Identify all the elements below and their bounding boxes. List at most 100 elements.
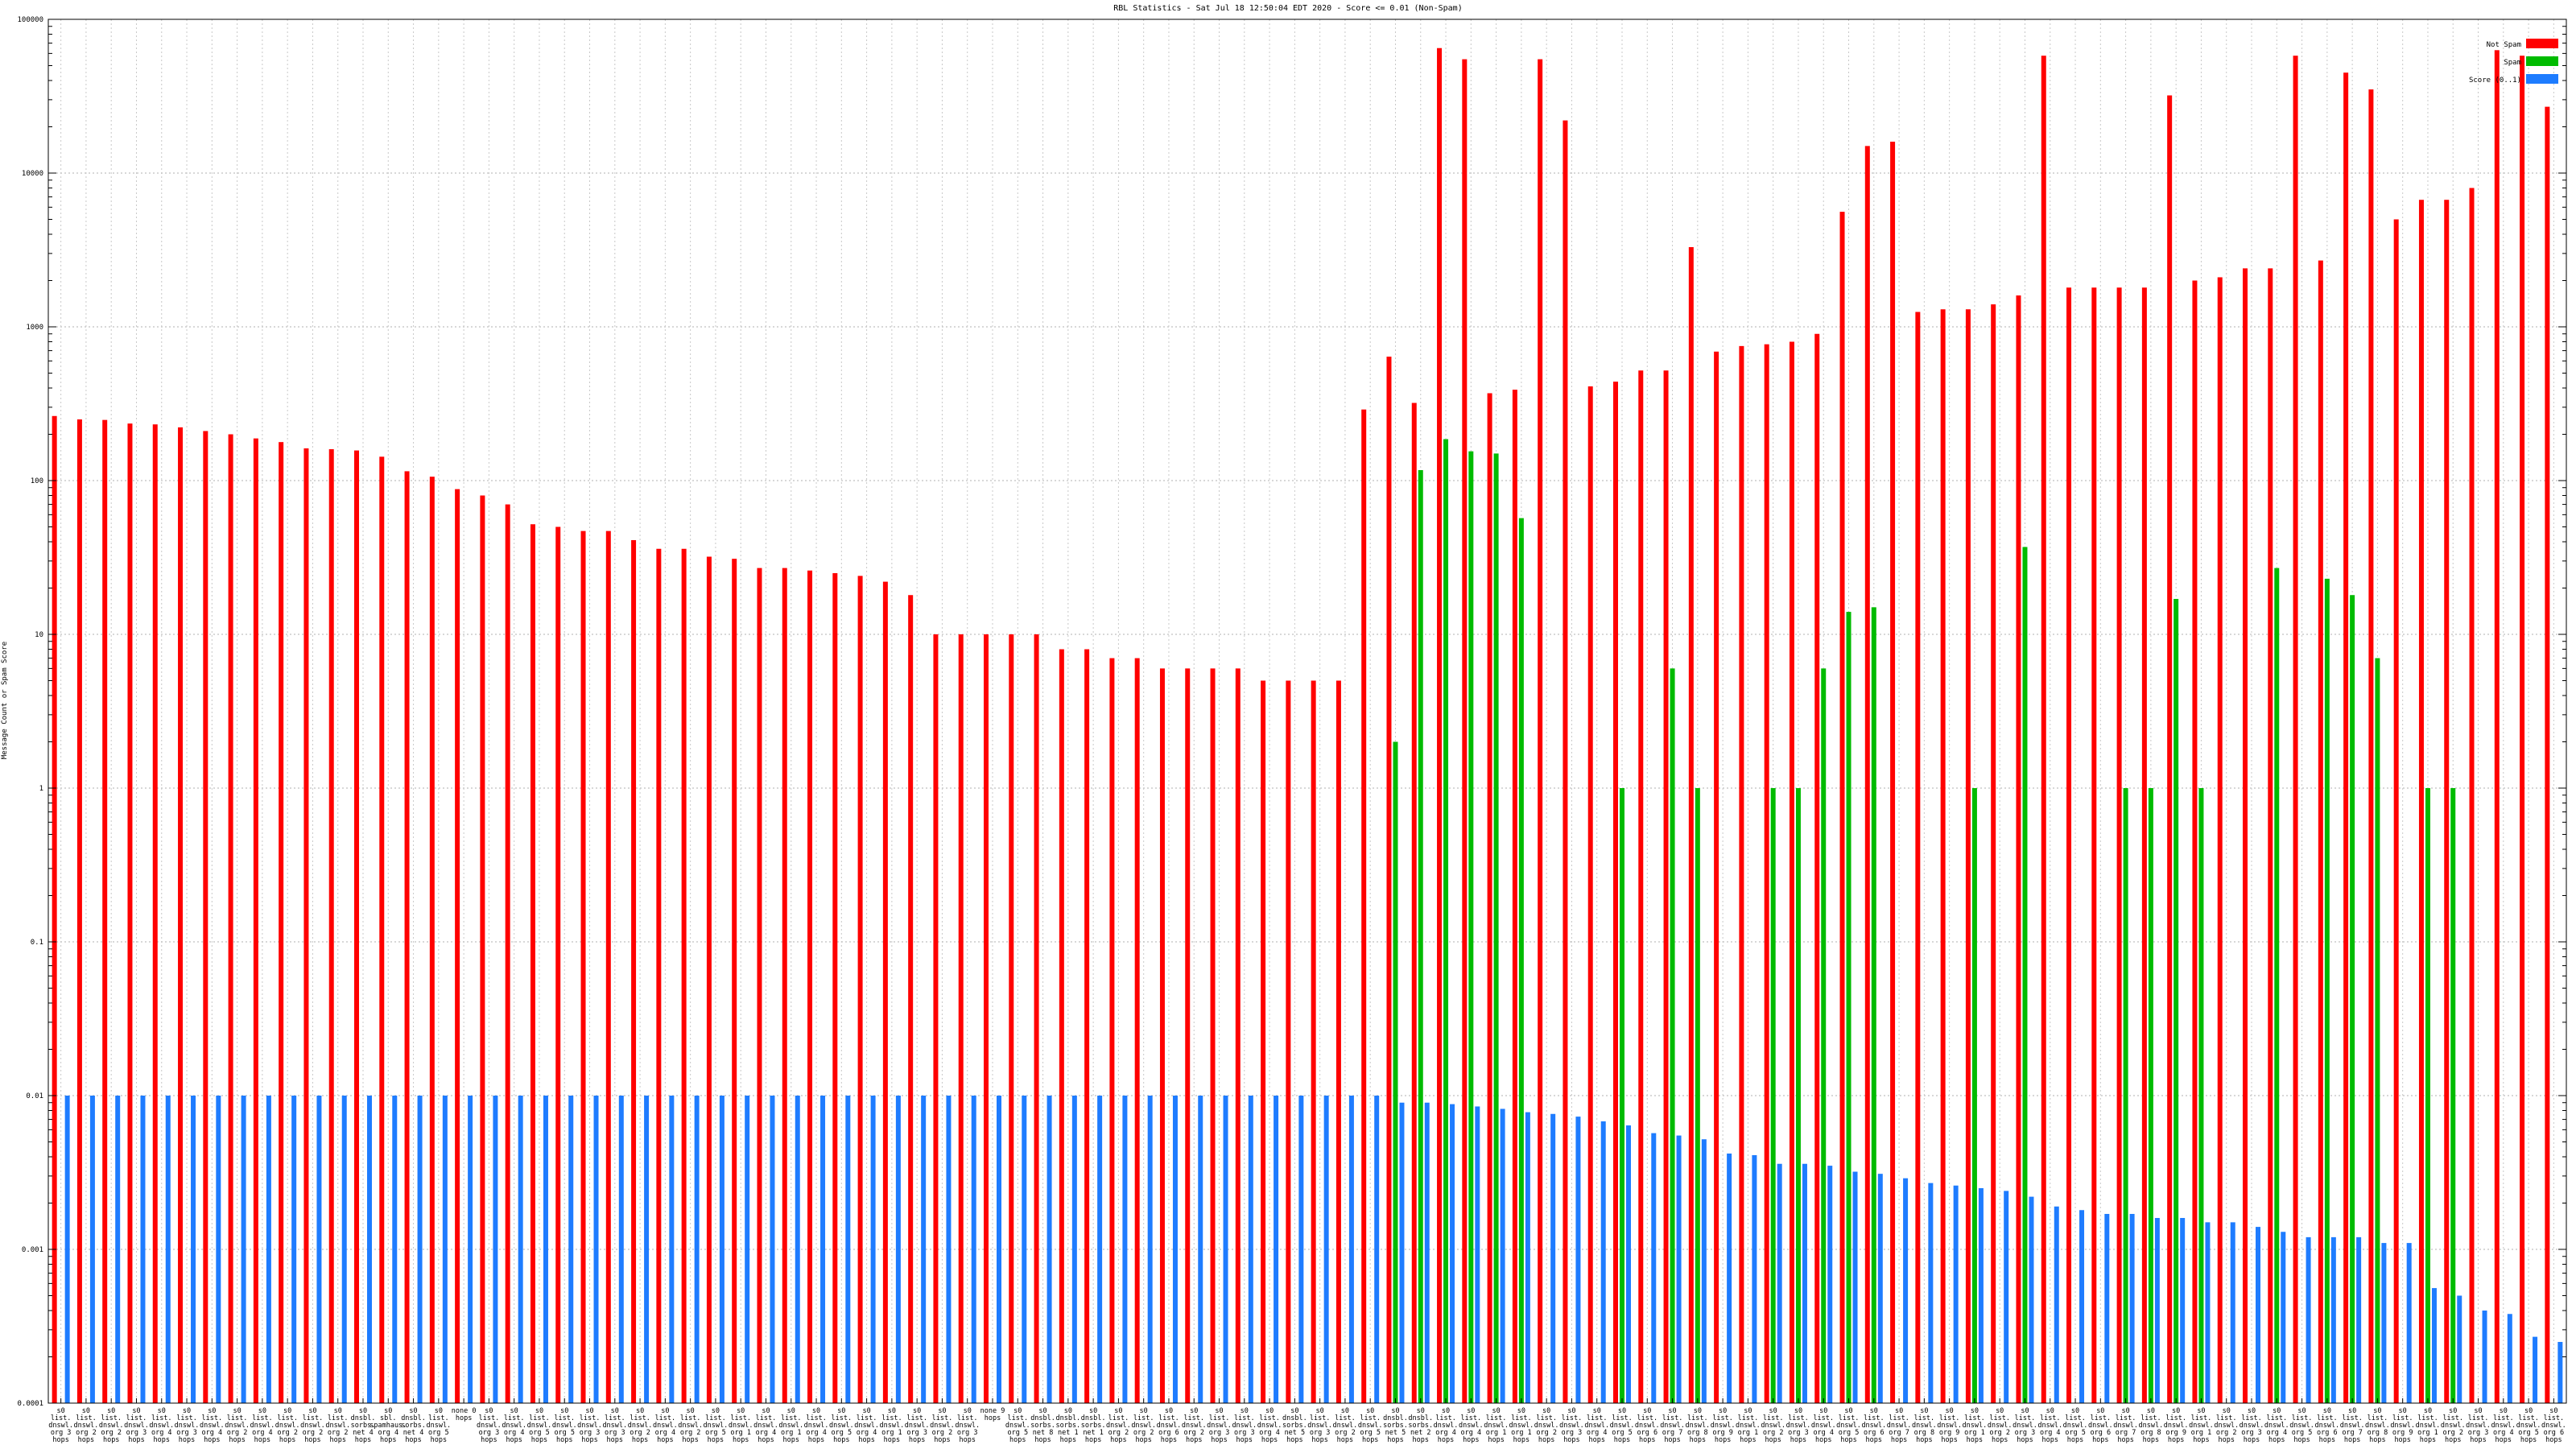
x-tick-label: s0 list. dnswl. org 3 hops: [1207, 1407, 1232, 1444]
y-tick-label: 0.001: [22, 1246, 43, 1254]
x-tick-label: s0 list. dnswl. org 5 hops: [2063, 1407, 2088, 1444]
x-tick-label: s0 list. dnswl. org 2 hops: [1534, 1407, 1559, 1444]
bar-score-0-1-: [493, 1096, 498, 1403]
bar-score-0-1-: [2079, 1210, 2085, 1403]
x-tick-label: s0 list. dnswl. org 3 hops: [2466, 1407, 2491, 1444]
x-tick-label: s0 dnsbl. sorbs. net 5 hops: [1282, 1407, 1307, 1444]
bar-not-spam: [605, 530, 611, 1403]
bar-not-spam: [2343, 72, 2349, 1403]
bar-not-spam: [1210, 668, 1216, 1403]
legend-swatch: [2526, 74, 2558, 84]
bar-score-0-1-: [2256, 1227, 2260, 1403]
bar-score-0-1-: [820, 1096, 826, 1403]
x-tick-label: s0 list. dnswl. org 4 hops: [1459, 1407, 1484, 1444]
bar-score-0-1-: [946, 1096, 952, 1403]
bar-score-0-1-: [1978, 1187, 1984, 1403]
x-tick-label: s0 dnsbl. sorbs. net 4 hops: [351, 1407, 376, 1444]
x-tick-label: s0 list. dnswl. org 2 hops: [1106, 1407, 1131, 1444]
bar-not-spam: [1789, 341, 1794, 1404]
x-tick-label: none 0 hops: [452, 1407, 477, 1422]
bar-spam: [1846, 612, 1852, 1403]
bar-spam: [1620, 788, 1624, 1403]
bar-score-0-1-: [694, 1096, 700, 1403]
bar-score-0-1-: [2507, 1314, 2512, 1403]
x-tick-label: s0 list. dnswl. org 2 hops: [225, 1407, 250, 1444]
bar-score-0-1-: [64, 1096, 70, 1403]
bar-score-0-1-: [1827, 1166, 1833, 1403]
bar-not-spam: [2469, 188, 2475, 1404]
axes: [47, 19, 2567, 1404]
x-tick-label: s0 list. dnswl. org 4 hops: [1257, 1407, 1282, 1444]
bar-not-spam: [279, 442, 284, 1403]
y-tick-label: 1: [39, 785, 43, 793]
bar-not-spam: [152, 424, 158, 1403]
x-tick-label: s0 dnsbl. sorbs. net 5 hops: [1383, 1407, 1408, 1444]
bar-score-0-1-: [140, 1096, 146, 1403]
bar-spam: [1770, 788, 1776, 1403]
x-tick-label: s0 list. dnswl. org 2 hops: [74, 1407, 99, 1444]
bar-score-0-1-: [1727, 1153, 1732, 1403]
bar-score-0-1-: [1928, 1183, 1934, 1403]
bar-not-spam: [127, 423, 133, 1404]
bar-spam: [2148, 788, 2153, 1403]
x-tick-label: s0 list. dnswl. org 4 hops: [250, 1407, 275, 1444]
bar-score-0-1-: [1424, 1102, 1430, 1403]
bar-score-0-1-: [216, 1096, 221, 1403]
bar-score-0-1-: [1626, 1125, 1631, 1403]
bar-score-0-1-: [2306, 1236, 2311, 1403]
x-tick-label: s0 dnsbl. sorbs. net 1 hops: [1055, 1407, 1080, 1444]
bar-score-0-1-: [1046, 1096, 1052, 1403]
bar-score-0-1-: [2557, 1341, 2563, 1403]
bar-not-spam: [1286, 680, 1291, 1403]
bar-not-spam: [782, 568, 787, 1403]
bar-spam: [2425, 788, 2430, 1403]
bar-score-0-1-: [1374, 1096, 1380, 1403]
bar-not-spam: [2545, 106, 2550, 1404]
bar-not-spam: [1386, 357, 1392, 1403]
bar-spam: [1971, 788, 1977, 1403]
bar-score-0-1-: [2104, 1213, 2110, 1403]
y-tick-label: 10: [35, 631, 43, 639]
x-tick-label: s0 list. dnswl. org 5 hops: [704, 1407, 729, 1444]
bar-spam: [1468, 451, 1474, 1403]
x-tick-label: s0 list. dnswl. org 8 hops: [1685, 1407, 1710, 1444]
bar-not-spam: [1890, 142, 1896, 1404]
bar-not-spam: [1965, 309, 1971, 1403]
bar-score-0-1-: [115, 1096, 121, 1403]
bar-not-spam: [908, 595, 914, 1403]
y-tick-label: 1000: [26, 324, 43, 332]
bar-not-spam: [1361, 409, 1367, 1403]
bar-score-0-1-: [1122, 1096, 1128, 1403]
bar-not-spam: [631, 539, 637, 1404]
x-tick-label: s0 list. dnswl. org 4 hops: [854, 1407, 879, 1444]
y-tick-label: 0.01: [26, 1092, 43, 1100]
bar-score-0-1-: [795, 1096, 800, 1403]
bar-not-spam: [379, 456, 385, 1403]
legend-label: Not Spam: [2487, 41, 2521, 49]
bar-not-spam: [1563, 120, 1568, 1403]
x-tick-label: s0 list. dnswl. org 3 hops: [2240, 1407, 2264, 1444]
bar-score-0-1-: [1475, 1106, 1480, 1403]
x-tick-label: s0 list. dnswl. org 4 hops: [200, 1407, 225, 1444]
bar-not-spam: [1739, 345, 1744, 1404]
bar-not-spam: [2444, 200, 2450, 1403]
bar-spam: [1493, 453, 1499, 1403]
bar-not-spam: [1034, 634, 1039, 1403]
bar-score-0-1-: [593, 1096, 599, 1403]
bar-not-spam: [2268, 268, 2273, 1403]
x-tick-label: s0 list. dnswl. org 9 hops: [1711, 1407, 1736, 1444]
x-tick-label: s0 list. dnswl. org 3 hops: [175, 1407, 200, 1444]
bar-not-spam: [2167, 95, 2173, 1403]
bar-not-spam: [228, 434, 233, 1403]
bar-spam: [1795, 788, 1801, 1403]
bar-not-spam: [2116, 287, 2122, 1404]
x-tick-label: s0 list. dnswl. org 3 hops: [577, 1407, 602, 1444]
bar-spam: [1670, 668, 1675, 1403]
bar-score-0-1-: [165, 1096, 171, 1403]
chart-title: RBL Statistics - Sat Jul 18 12:50:04 EDT…: [1113, 4, 1462, 13]
bars: [52, 47, 2563, 1404]
bar-spam: [1518, 518, 1524, 1403]
y-tick-labels: 0.0001 0.001 0.01 0.1 1 10 100 1000 10000 100000: [17, 16, 43, 1408]
x-tick-label: s0 list. dnswl. org 6 hops: [2314, 1407, 2339, 1444]
y-tick-label: 0.1: [31, 939, 43, 947]
